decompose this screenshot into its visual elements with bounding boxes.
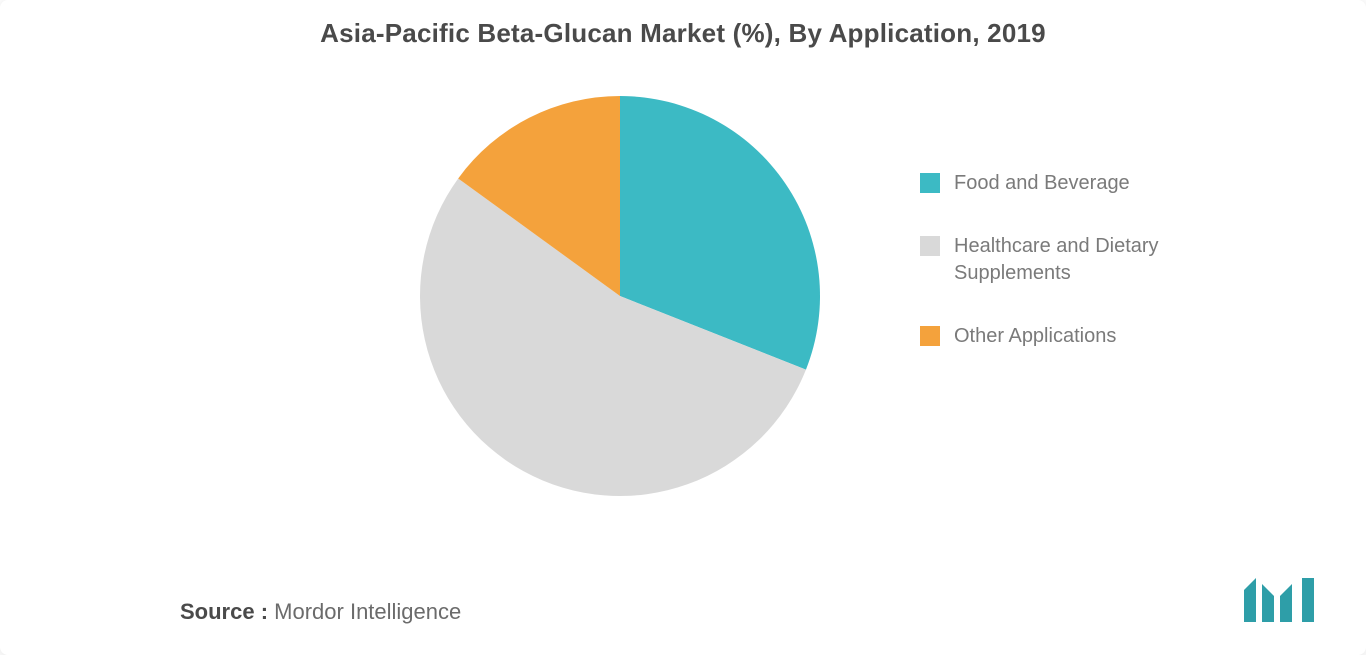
source-line: Source : Mordor Intelligence [180, 599, 461, 625]
pie-chart [420, 96, 820, 496]
chart-title: Asia-Pacific Beta-Glucan Market (%), By … [0, 18, 1366, 49]
legend-item: Healthcare and Dietary Supplements [920, 233, 1280, 287]
legend-label: Healthcare and Dietary Supplements [954, 233, 1280, 287]
chart-card: Asia-Pacific Beta-Glucan Market (%), By … [0, 0, 1366, 655]
legend-swatch-icon [920, 326, 940, 346]
legend-swatch-icon [920, 236, 940, 256]
mordor-logo-icon [1242, 572, 1326, 633]
legend-label: Other Applications [954, 323, 1116, 350]
source-value: Mordor Intelligence [274, 599, 461, 624]
legend: Food and Beverage Healthcare and Dietary … [920, 170, 1280, 386]
legend-swatch-icon [920, 173, 940, 193]
legend-label: Food and Beverage [954, 170, 1130, 197]
legend-item: Food and Beverage [920, 170, 1280, 197]
source-label: Source : [180, 599, 268, 624]
legend-item: Other Applications [920, 323, 1280, 350]
